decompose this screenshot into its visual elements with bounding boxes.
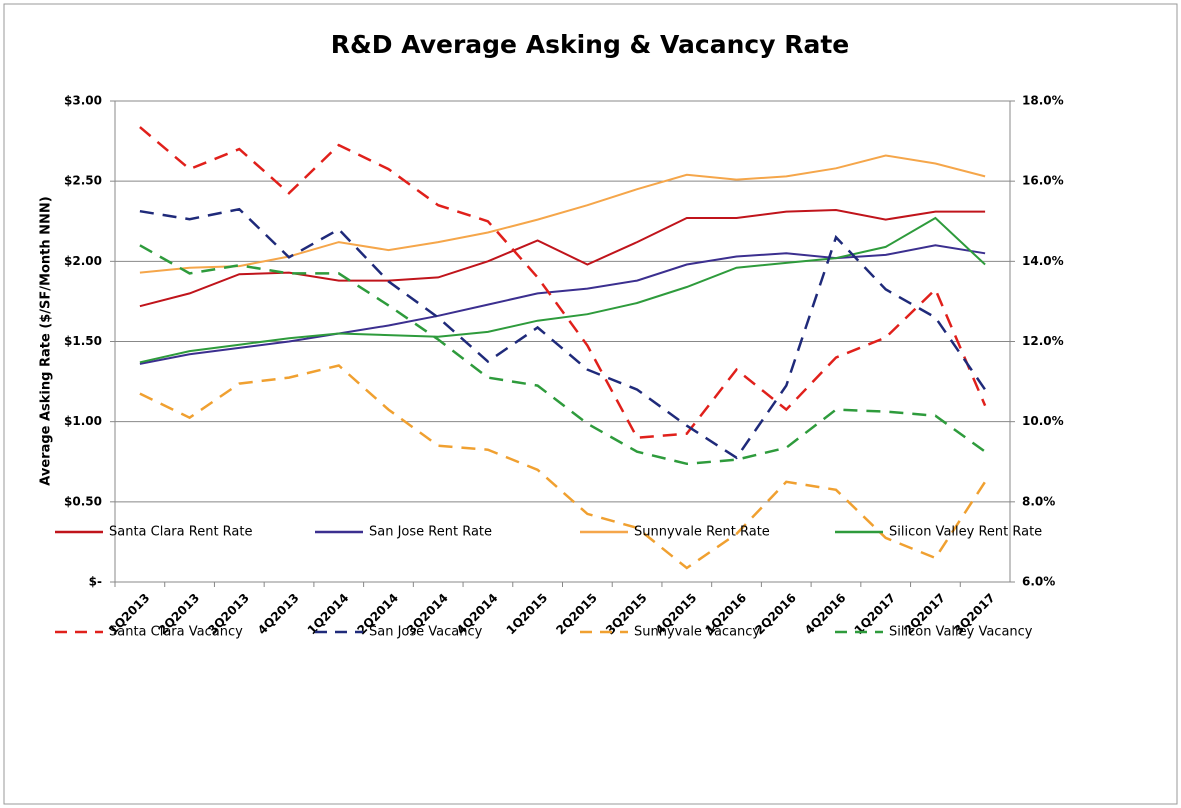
series-line [139,244,986,466]
legend-label: Santa Clara Vacancy [109,625,243,640]
y2-tick-label: 10.0% [1022,414,1064,428]
y2-tick-label: 14.0% [1022,254,1064,268]
series-line [139,207,987,460]
y2-tick-label: 6.0% [1022,575,1055,589]
x-tick-label: 2Q2015 [553,591,600,638]
y-tick-label: $2.00 [64,254,102,268]
y-tick-label: $1.00 [64,414,102,428]
legend-label: Silicon Valley Rent Rate [889,525,1042,540]
x-tick-label: 4Q2013 [255,591,302,638]
legend-label: Silicon Valley Vacancy [889,625,1033,640]
series-line [139,244,986,365]
legend-label: San Jose Vacancy [369,625,483,640]
y2-tick-label: 12.0% [1022,334,1064,348]
y2-tick-label: 8.0% [1022,494,1055,508]
x-tick-label: 1Q2014 [305,591,352,638]
y-tick-label: $1.50 [64,334,102,348]
y2-tick-label: 16.0% [1022,174,1064,188]
y-tick-label: $3.00 [64,94,102,108]
legend-label: San Jose Rent Rate [369,525,492,540]
y-axis-label: Average Asking Rate ($/SF/Month NNN) [39,196,54,485]
frame [3,3,1178,805]
x-tick-label: 4Q2016 [802,591,849,638]
y-tick-label: $0.50 [64,494,102,508]
y2-tick-label: 18.0% [1022,94,1064,108]
series-line [139,216,986,364]
chart-title: R&D Average Asking & Vacancy Rate [331,30,849,59]
series-line [139,364,987,570]
y-tick-label: $2.50 [64,174,102,188]
series-line [139,126,987,440]
legend-label: Sunnyvale Rent Rate [634,525,770,540]
x-tick-label: 1Q2015 [504,591,551,638]
series-line [139,154,986,274]
legend-label: Santa Clara Rent Rate [109,525,252,540]
legend-label: Sunnyvale Vacancy [634,625,760,640]
y-tick-label: $- [89,575,102,589]
